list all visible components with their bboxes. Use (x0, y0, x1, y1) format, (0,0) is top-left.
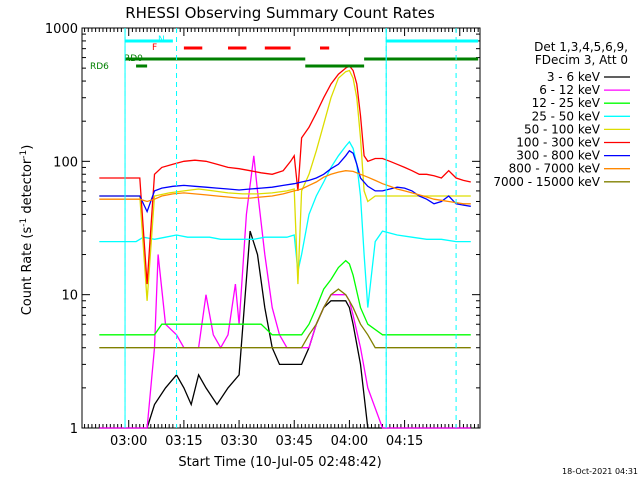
series-lines (99, 65, 471, 429)
svg-text:Count Rate (s-1 detector-1): Count Rate (s-1 detector-1) (19, 145, 35, 316)
series-line (99, 65, 471, 285)
state-bar-label: RD6 (90, 62, 109, 72)
series-line (99, 170, 471, 205)
state-bars: NF RD0 RD6 (90, 35, 479, 72)
x-tick-label: 04:00 (331, 434, 368, 449)
y-axis-label: Count Rate (s-1 detector-1) (19, 145, 35, 316)
y-axis-label-end: ) (20, 145, 35, 150)
plot-axes: 1 10 100 1000 03:00 03:15 03:30 03:45 04:00 04:15 (45, 22, 481, 449)
legend-entry-label: 25 - 50 keV (532, 109, 601, 123)
saa-lines (124, 28, 457, 428)
y-axis-label-sup2: -1 (19, 150, 29, 159)
legend-entry-label: 100 - 300 keV (516, 136, 600, 150)
legend-entry-label: 50 - 100 keV (524, 122, 601, 136)
series-line (99, 149, 471, 214)
series-line (99, 155, 471, 429)
series-line (99, 259, 471, 336)
legend-header: FDecim 3, Att 0 (535, 53, 628, 67)
legend-entry-label: 800 - 7000 keV (509, 162, 601, 176)
y-axis-label-main: Count Rate (s (20, 227, 35, 316)
y-axis-label-mid: detector (20, 158, 35, 218)
legend-entry-label: 7000 - 15000 keV (493, 175, 600, 189)
x-tick-label: 03:45 (276, 434, 313, 449)
series-line (99, 69, 471, 301)
x-tick-label: 03:30 (220, 434, 257, 449)
plot-frame (81, 27, 481, 429)
series-line (99, 288, 471, 349)
x-tick-label: 04:15 (386, 434, 423, 449)
x-tick-label: 03:15 (165, 434, 202, 449)
state-bar-label: RD0 (124, 54, 143, 64)
y-tick-label: 1000 (45, 22, 78, 37)
y-axis-label-sup1: -1 (19, 218, 29, 227)
legend: Det 1,3,4,5,6,9,FDecim 3, Att 0 3 - 6 keV… (493, 40, 630, 189)
x-tick-label: 03:00 (110, 434, 147, 449)
series-line (99, 140, 471, 308)
legend-entry-label: 12 - 25 keV (532, 96, 601, 110)
chart-title: RHESSI Observing Summary Count Rates (125, 4, 435, 22)
legend-entry-label: 6 - 12 keV (539, 83, 601, 97)
y-tick-label: 1 (70, 422, 78, 437)
state-bar-label: F (152, 43, 157, 53)
state-bar-label: N (158, 35, 165, 45)
y-tick-label: 100 (53, 155, 78, 170)
x-axis-label: Start Time (10-Jul-05 02:48:42) (178, 455, 381, 470)
legend-entry-label: 3 - 6 keV (547, 70, 601, 84)
legend-entry-label: 300 - 800 keV (516, 149, 600, 163)
series-line (99, 230, 471, 429)
legend-header: Det 1,3,4,5,6,9, (534, 40, 628, 54)
y-tick-label: 10 (61, 289, 78, 304)
timestamp: 18-Oct-2021 04:31 (562, 467, 638, 476)
